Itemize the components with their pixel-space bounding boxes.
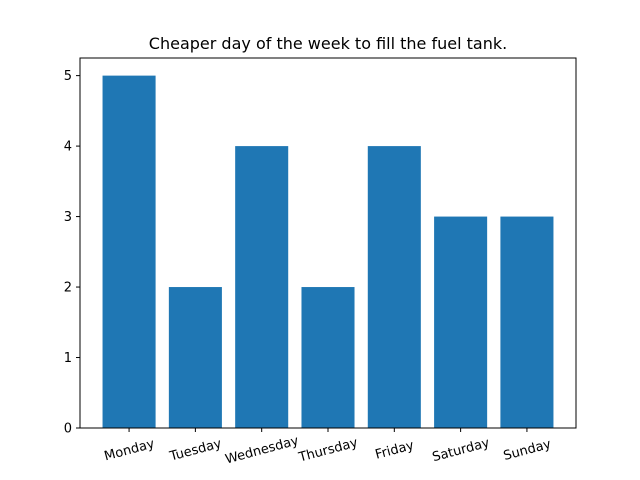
y-tick-label: 3 <box>64 210 72 225</box>
y-tick-label: 5 <box>64 69 72 84</box>
bar-sunday <box>500 216 554 428</box>
bar-saturday <box>434 216 488 428</box>
chart-title: Cheaper day of the week to fill the fuel… <box>149 34 507 53</box>
x-tick-label-monday: Monday <box>103 436 157 464</box>
bar-thursday <box>301 287 355 428</box>
y-tick-label: 2 <box>64 281 72 296</box>
x-tick-label-friday: Friday <box>374 438 416 463</box>
bar-friday <box>367 146 421 428</box>
x-tick-label-wednesday: Wednesday <box>224 433 301 467</box>
bar-monday <box>102 75 156 428</box>
bar-wednesday <box>235 146 289 428</box>
bars-group <box>102 75 554 428</box>
y-tick-label: 1 <box>64 351 72 366</box>
plot-frame <box>79 57 577 429</box>
x-tick-label-sunday: Sunday <box>502 437 553 464</box>
bar-tuesday <box>168 287 222 428</box>
y-tick-label: 0 <box>64 422 72 437</box>
y-axis: 0 1 2 3 4 5 <box>64 69 80 437</box>
x-tick-label-thursday: Thursday <box>296 435 360 465</box>
x-tick-label-saturday: Saturday <box>431 436 492 466</box>
y-tick-label: 4 <box>64 140 72 155</box>
x-tick-label-tuesday: Tuesday <box>167 436 223 465</box>
